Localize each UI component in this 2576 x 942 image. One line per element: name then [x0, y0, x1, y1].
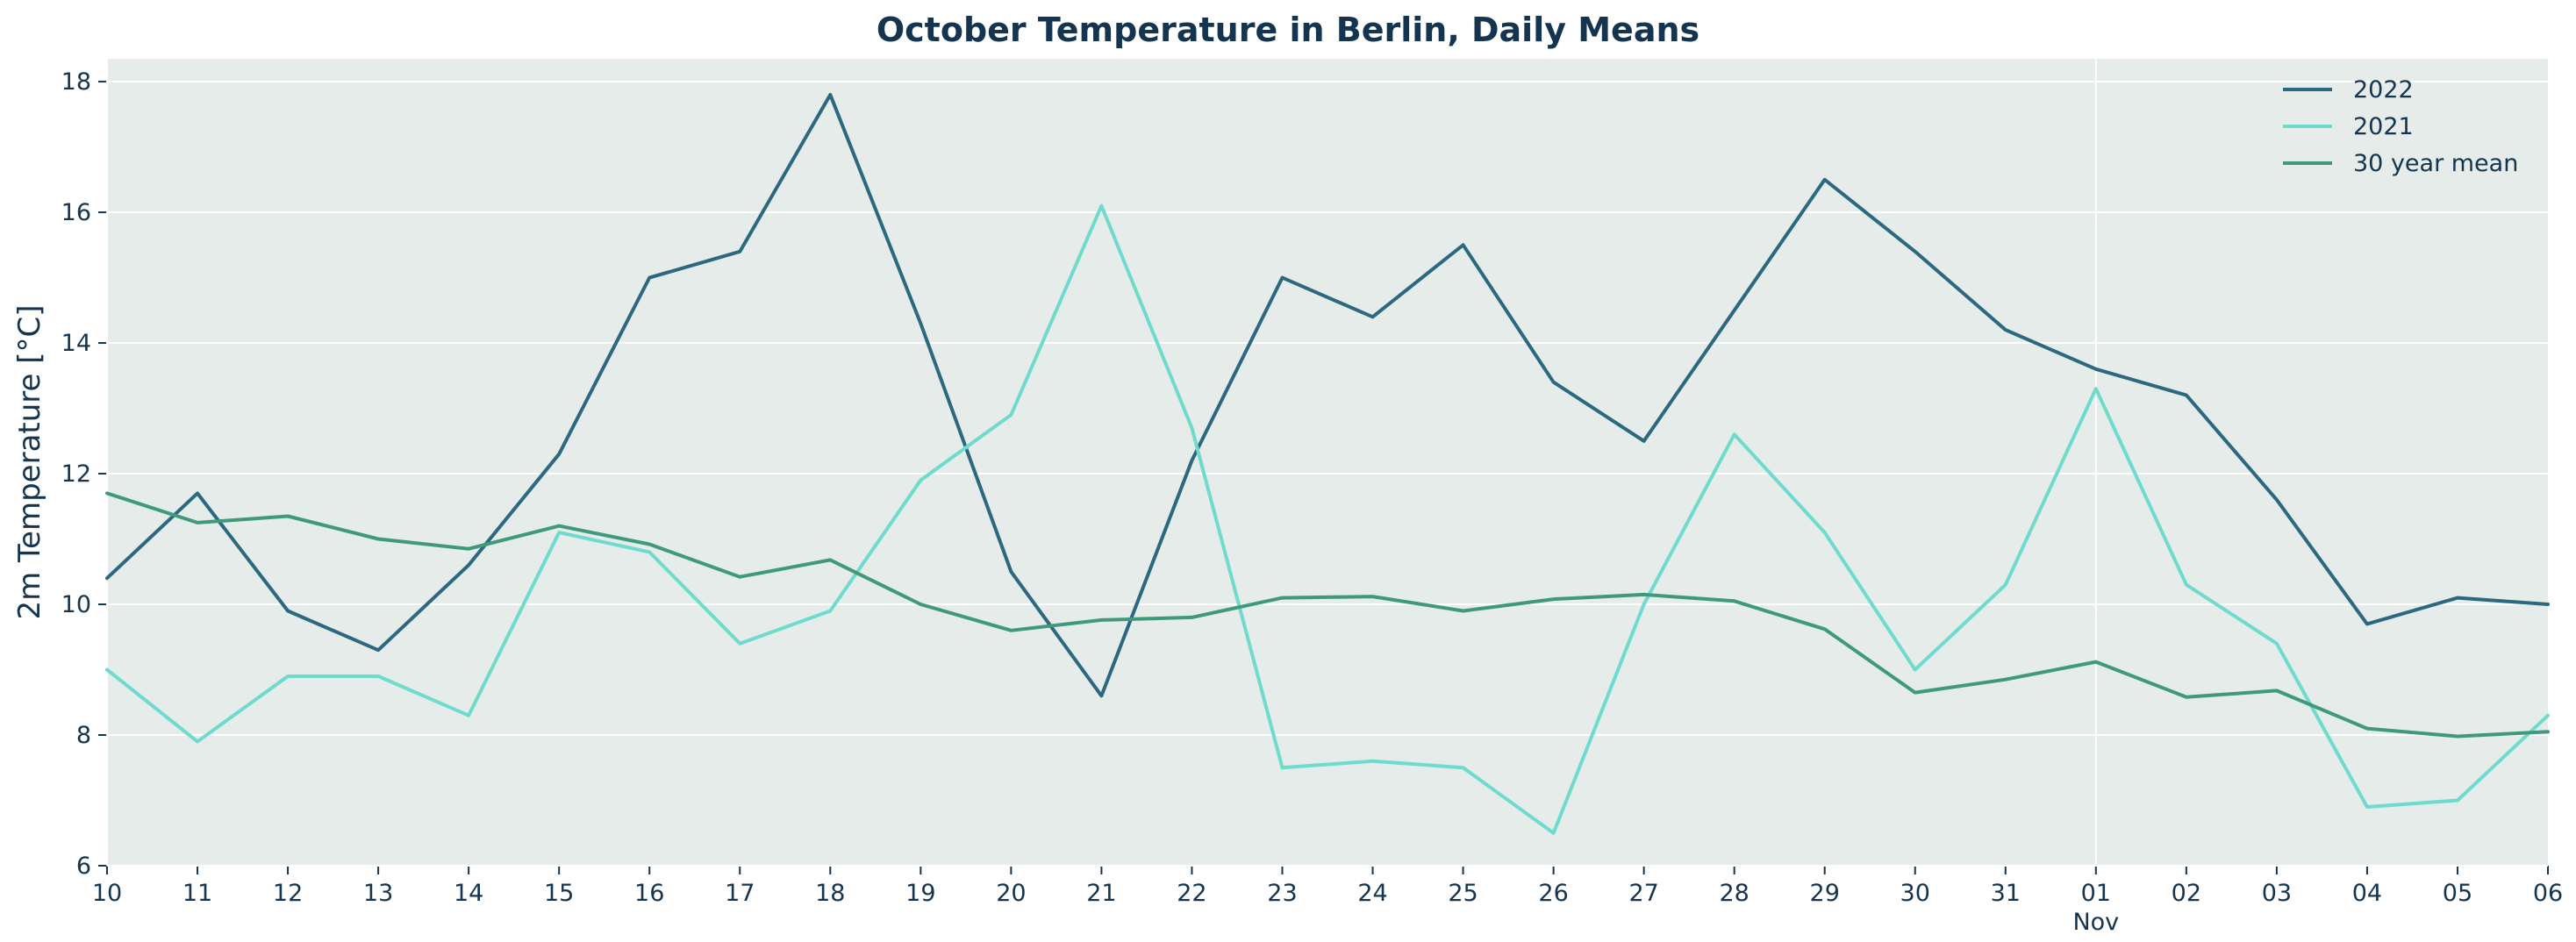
x-tick-label: 20	[996, 880, 1026, 907]
chart-title: October Temperature in Berlin, Daily Mea…	[877, 11, 1699, 49]
series-line-30-year-mean	[105, 491, 2550, 739]
y-tick-label: 10	[61, 591, 91, 618]
y-tick-label: 16	[61, 199, 91, 226]
series-line-2022	[105, 93, 2550, 698]
series-group	[105, 93, 2550, 835]
y-tick-label: 18	[61, 68, 91, 96]
x-tick-label: 26	[1538, 880, 1568, 907]
y-tick-label: 14	[61, 330, 91, 357]
x-tick-label: 22	[1177, 880, 1206, 907]
x-tick-label: 23	[1267, 880, 1297, 907]
x-tick-label: 21	[1086, 880, 1116, 907]
y-tick-label: 6	[76, 853, 91, 880]
x-tick-label: 15	[544, 880, 574, 907]
x-tick-label: 19	[905, 880, 935, 907]
plot-area	[107, 59, 2548, 866]
x-tick-label: 25	[1448, 880, 1478, 907]
legend: 2022 2021 30 year mean	[2283, 76, 2518, 177]
x-tick-label: 14	[454, 880, 483, 907]
legend-entry: 2021	[2353, 113, 2414, 140]
x-tick-label: 24	[1357, 880, 1387, 907]
y-tick-label: 12	[61, 460, 91, 488]
x-tick-label: 27	[1628, 880, 1658, 907]
x-tick-label: 12	[273, 880, 303, 907]
series-line-2021	[105, 203, 2550, 835]
legend-entry: 30 year mean	[2353, 150, 2518, 177]
x-tick-label: 10	[92, 880, 122, 907]
x-tick-label: 05	[2443, 880, 2472, 907]
x-month-label: Nov	[2072, 909, 2119, 936]
x-tick-label: 04	[2352, 880, 2382, 907]
x-tick-label: 31	[1991, 880, 2021, 907]
y-tick-label: 8	[76, 722, 91, 749]
x-tick-label: 03	[2262, 880, 2292, 907]
x-tick-label: 11	[182, 880, 212, 907]
x-tick-label: 01	[2081, 880, 2111, 907]
x-tick-label: 02	[2172, 880, 2201, 907]
legend-entry: 2022	[2353, 76, 2414, 103]
grid	[107, 59, 2548, 867]
x-tick-label: 17	[725, 880, 755, 907]
x-tick-label: 30	[1900, 880, 1930, 907]
x-tick-label: 18	[815, 880, 845, 907]
x-tick-label: 28	[1719, 880, 1749, 907]
x-tick-label: 06	[2533, 880, 2563, 907]
x-tick-label: 16	[634, 880, 664, 907]
x-tick-label: 13	[363, 880, 393, 907]
y-axis-label: 2m Temperature [°C]	[12, 304, 47, 619]
x-tick-label: 29	[1810, 880, 1840, 907]
